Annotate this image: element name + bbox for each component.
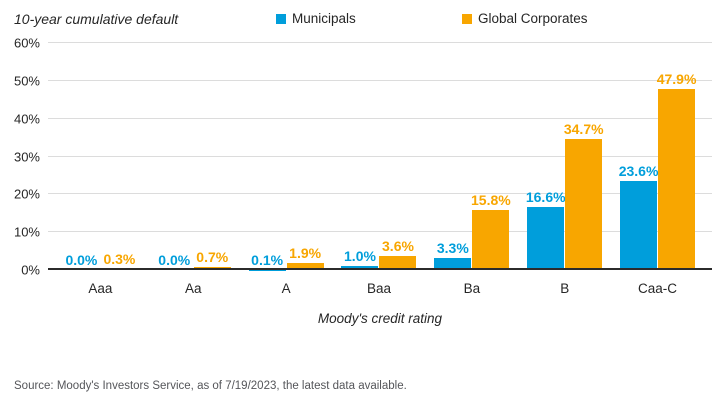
category-label-aaa: Aaa — [88, 281, 113, 296]
bar-group-caa-c: 23.6% 47.9% — [611, 43, 704, 270]
gridline-50 — [48, 79, 712, 81]
y-axis: 0% 10% 20% 30% 40% 50% 60% — [0, 37, 40, 277]
bar-value-label-global-corporates-baa: 3.6% — [382, 238, 414, 255]
bar-group-ba: 3.3% 15.8% — [425, 43, 518, 270]
bar-value-label-municipals-a: 0.1% — [251, 251, 284, 268]
plot-area — [48, 42, 712, 270]
bar-wrap-municipals-b: 16.6% — [526, 190, 566, 270]
bar-value-label-global-corporates-caa-c: 47.9% — [656, 70, 697, 87]
global-corporates-swatch-icon — [462, 13, 472, 24]
bar-global-corporates-caa-c — [658, 88, 696, 270]
category-label-a: A — [281, 281, 291, 296]
bar-value-label-global-corporates-a: 1.9% — [289, 244, 322, 261]
municipals-swatch-icon — [276, 13, 286, 24]
y-tick-label-0: 0% — [21, 262, 40, 278]
category-label-baa: Baa — [366, 281, 391, 296]
bar-global-corporates-baa — [379, 256, 417, 270]
bar-global-corporates-ba — [472, 210, 510, 270]
bar-value-label-global-corporates-ba: 15.8% — [470, 192, 511, 209]
x-axis-category-labels: Aaa Aa A Baa Ba B Caa-C — [54, 281, 704, 297]
legend-item-global-corporates: Global Corporates — [462, 11, 588, 26]
bar-wrap-global-corporates-a: 1.9% — [286, 246, 324, 270]
y-tick-label-10: 10% — [13, 224, 40, 240]
y-tick-label-30: 30% — [13, 149, 40, 164]
bar-group-aaa: 0.0% 0.3% — [54, 43, 147, 270]
gridline-10 — [48, 231, 712, 233]
bar-municipals-ba — [434, 257, 472, 270]
category-label-b: B — [560, 281, 570, 296]
y-tick-label-40: 40% — [13, 111, 40, 127]
bar-value-label-municipals-ba: 3.3% — [436, 239, 469, 256]
bars-layer: 0.0% 0.3% 0.0% 0.7% 0.1% 1.9% 1.0% 3.6% 3.3% 15.8… — [54, 43, 704, 270]
bar-value-label-municipals-baa: 1.0% — [344, 248, 376, 265]
category-label-ba: Ba — [463, 281, 481, 296]
gridline-30 — [48, 155, 712, 157]
bar-value-label-global-corporates-b: 34.7% — [563, 120, 604, 137]
bar-group-aa: 0.0% 0.7% — [147, 43, 240, 270]
y-tick-label-20: 20% — [13, 186, 40, 202]
bar-value-label-municipals-aa: 0.0% — [158, 252, 191, 268]
bar-wrap-municipals-ba: 3.3% — [434, 241, 472, 270]
source-note: Source: Moody's Investors Service, as of… — [14, 380, 407, 392]
bar-group-a: 0.1% 1.9% — [240, 43, 333, 270]
chart-title: 10-year cumulative default — [14, 11, 179, 27]
gridline-60 — [48, 42, 712, 43]
bar-value-label-global-corporates-aa: 0.7% — [196, 249, 229, 266]
y-tick-label-50: 50% — [13, 73, 40, 89]
bar-municipals-caa-c — [620, 180, 658, 270]
bar-value-label-municipals-aaa: 0.0% — [65, 252, 98, 268]
category-label-caa-c: Caa-C — [638, 281, 678, 296]
bar-group-baa: 1.0% 3.6% — [333, 43, 426, 270]
bar-municipals-b — [527, 207, 565, 270]
y-tick-label-60: 60% — [13, 35, 40, 51]
legend-label-municipals: Municipals — [292, 11, 356, 26]
bar-value-label-municipals-b: 16.6% — [525, 189, 566, 206]
bar-value-label-global-corporates-aaa: 0.3% — [103, 250, 136, 267]
bar-wrap-global-corporates-b: 34.7% — [564, 122, 604, 270]
x-axis-title: Moody's credit rating — [317, 311, 443, 326]
legend-label-global-corporates: Global Corporates — [478, 11, 588, 26]
bar-global-corporates-b — [565, 138, 603, 270]
bar-wrap-global-corporates-caa-c: 47.9% — [657, 72, 696, 270]
bar-group-b: 16.6% 34.7% — [518, 43, 611, 270]
x-axis-line — [48, 268, 712, 270]
bar-value-label-municipals-caa-c: 23.6% — [618, 162, 659, 179]
bar-wrap-global-corporates-baa: 3.6% — [379, 239, 417, 270]
category-label-aa: Aa — [185, 281, 202, 296]
bar-wrap-global-corporates-ba: 15.8% — [471, 193, 511, 270]
legend-item-municipals: Municipals — [276, 11, 356, 26]
gridline-20 — [48, 193, 712, 195]
gridline-40 — [48, 117, 712, 119]
bar-global-corporates-a — [286, 262, 324, 270]
bar-wrap-municipals-caa-c: 23.6% — [619, 164, 658, 270]
